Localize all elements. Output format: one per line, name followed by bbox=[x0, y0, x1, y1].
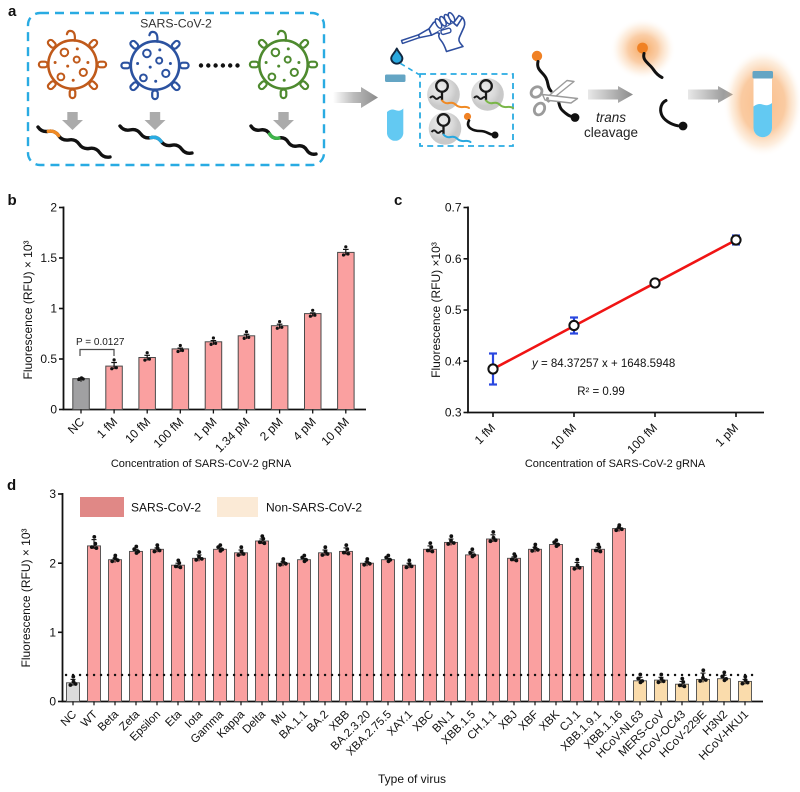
svg-text:0.6: 0.6 bbox=[445, 252, 462, 266]
svg-text:1: 1 bbox=[49, 626, 56, 640]
svg-text:0: 0 bbox=[50, 403, 57, 417]
svg-text:0.5: 0.5 bbox=[445, 303, 462, 317]
svg-text:2: 2 bbox=[49, 556, 56, 570]
svg-text:Fluorescence (RFU) ×10³: Fluorescence (RFU) ×10³ bbox=[429, 242, 443, 378]
svg-text:Eta: Eta bbox=[163, 708, 184, 729]
svg-text:1 pM: 1 pM bbox=[191, 415, 220, 444]
svg-text:R² = 0.99: R² = 0.99 bbox=[577, 386, 625, 398]
svg-text:2 pM: 2 pM bbox=[257, 415, 286, 444]
svg-text:Fluorescence (RFU) × 10³: Fluorescence (RFU) × 10³ bbox=[19, 528, 33, 667]
svg-text:XBJ: XBJ bbox=[497, 709, 520, 732]
svg-text:y = 84.37257 x + 1648.5948: y = 84.37257 x + 1648.5948 bbox=[531, 358, 675, 370]
svg-text:3: 3 bbox=[49, 487, 56, 501]
svg-text:BA.2: BA.2 bbox=[305, 709, 331, 735]
svg-text:trans: trans bbox=[596, 110, 626, 125]
svg-text:0: 0 bbox=[49, 695, 56, 709]
svg-text:Concentration of SARS-CoV-2 gR: Concentration of SARS-CoV-2 gRNA bbox=[525, 458, 706, 470]
svg-text:1.5: 1.5 bbox=[40, 251, 57, 265]
svg-text:Fluorescence (RFU) × 10³: Fluorescence (RFU) × 10³ bbox=[21, 240, 35, 379]
svg-text:SARS-CoV-2: SARS-CoV-2 bbox=[131, 501, 201, 515]
svg-text:Type of virus: Type of virus bbox=[378, 772, 446, 786]
svg-text:XBC: XBC bbox=[411, 709, 436, 734]
svg-text:XBF: XBF bbox=[517, 709, 541, 733]
svg-text:Non-SARS-CoV-2: Non-SARS-CoV-2 bbox=[266, 501, 362, 515]
svg-text:XBK: XBK bbox=[537, 708, 562, 733]
svg-text:b: b bbox=[8, 192, 17, 209]
svg-text:1 fM: 1 fM bbox=[94, 415, 120, 441]
svg-text:1 pM: 1 pM bbox=[712, 421, 741, 450]
svg-text:100 fM: 100 fM bbox=[151, 415, 187, 451]
svg-text:SARS-CoV-2: SARS-CoV-2 bbox=[140, 17, 212, 31]
svg-text:c: c bbox=[394, 192, 402, 209]
svg-text:1: 1 bbox=[50, 302, 57, 316]
svg-text:10 pM: 10 pM bbox=[318, 415, 351, 448]
svg-text:NC: NC bbox=[65, 414, 87, 436]
svg-text:10 fM: 10 fM bbox=[548, 421, 579, 452]
svg-text:cleavage: cleavage bbox=[584, 125, 638, 140]
svg-text:0.3: 0.3 bbox=[445, 406, 462, 420]
svg-text:Beta: Beta bbox=[96, 708, 122, 734]
svg-text:NC: NC bbox=[59, 709, 79, 729]
svg-text:0.7: 0.7 bbox=[445, 201, 462, 215]
svg-text:d: d bbox=[7, 477, 16, 494]
svg-text:0.4: 0.4 bbox=[445, 354, 462, 368]
svg-text:1.34 pM: 1.34 pM bbox=[212, 415, 253, 456]
svg-text:1 fM: 1 fM bbox=[472, 421, 498, 447]
svg-text:10 fM: 10 fM bbox=[122, 415, 153, 446]
svg-text:P = 0.0127: P = 0.0127 bbox=[76, 337, 125, 348]
svg-text:2: 2 bbox=[50, 201, 57, 215]
svg-text:a: a bbox=[8, 3, 17, 20]
svg-text:Delta: Delta bbox=[241, 708, 269, 736]
svg-text:4 pM: 4 pM bbox=[290, 415, 319, 444]
svg-text:100 fM: 100 fM bbox=[624, 421, 660, 457]
svg-text:0.5: 0.5 bbox=[40, 352, 57, 366]
svg-text:Concentration of SARS-CoV-2 gR: Concentration of SARS-CoV-2 gRNA bbox=[111, 458, 292, 470]
